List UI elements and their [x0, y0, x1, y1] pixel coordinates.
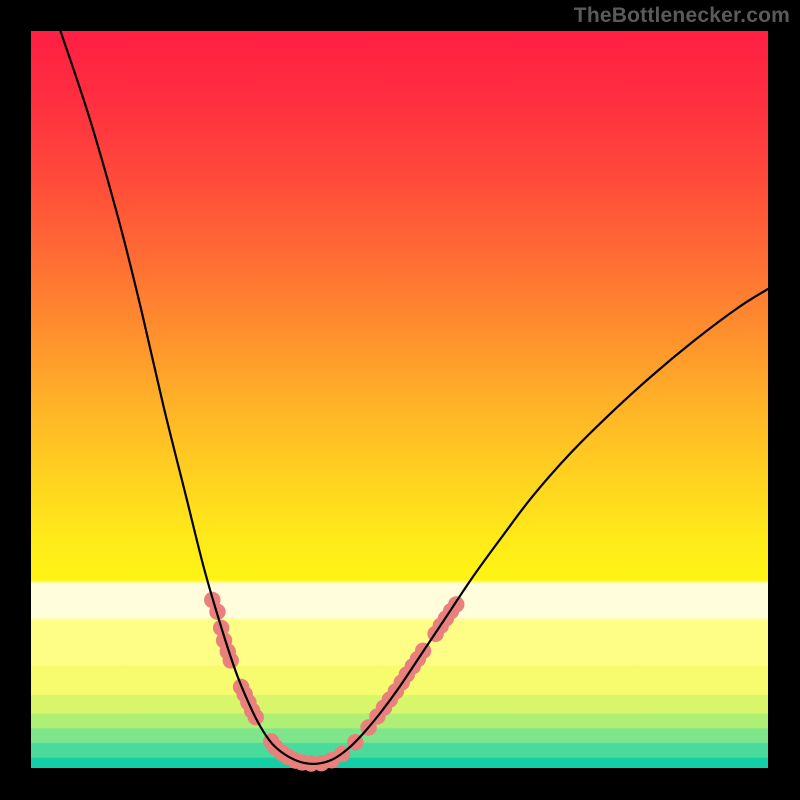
chart-svg: [0, 0, 800, 800]
chart-stage: TheBottlenecker.com: [0, 0, 800, 800]
watermark-label: TheBottlenecker.com: [574, 4, 790, 28]
plot-area: [31, 31, 768, 768]
